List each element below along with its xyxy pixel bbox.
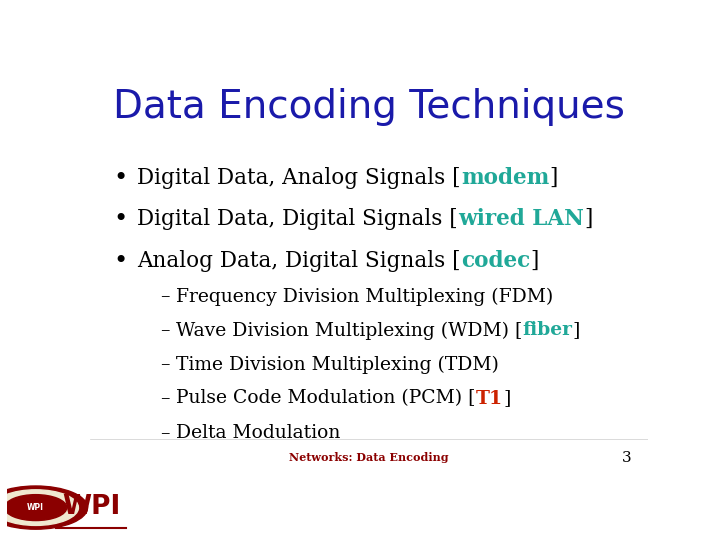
Text: modem: modem [461,167,549,188]
Text: –: – [161,355,170,374]
Text: Digital Data, Analog Signals [: Digital Data, Analog Signals [ [138,167,461,188]
Text: Pulse Code Modulation (PCM) [: Pulse Code Modulation (PCM) [ [176,389,476,408]
Text: –: – [161,321,170,339]
Text: ]: ] [584,208,593,230]
Text: –: – [161,389,170,408]
Text: WPI: WPI [27,503,44,512]
Text: ]: ] [503,389,510,408]
Text: fiber: fiber [523,321,573,339]
Text: •: • [114,208,128,231]
Circle shape [4,495,67,521]
Text: codec: codec [461,250,530,272]
Circle shape [0,490,78,525]
Text: T1: T1 [476,389,503,408]
Text: –: – [161,424,170,442]
Text: ]: ] [530,250,539,272]
Text: Wave Division Multiplexing (WDM) [: Wave Division Multiplexing (WDM) [ [176,321,523,340]
Text: Networks: Data Encoding: Networks: Data Encoding [289,452,449,463]
Text: Digital Data, Digital Signals [: Digital Data, Digital Signals [ [138,208,458,230]
Text: wired LAN: wired LAN [458,208,584,230]
Text: –: – [161,287,170,305]
Text: Time Division Multiplexing (TDM): Time Division Multiplexing (TDM) [176,355,500,374]
Text: 3: 3 [621,451,631,465]
Circle shape [0,486,88,529]
Text: Delta Modulation: Delta Modulation [176,424,341,442]
Text: Data Encoding Techniques: Data Encoding Techniques [113,87,625,126]
Text: Frequency Division Multiplexing (FDM): Frequency Division Multiplexing (FDM) [176,287,554,306]
Text: Analog Data, Digital Signals [: Analog Data, Digital Signals [ [138,250,461,272]
Text: ]: ] [549,167,557,188]
Text: ]: ] [573,321,580,339]
Text: •: • [114,250,128,273]
Text: •: • [114,167,128,190]
Text: WPI: WPI [63,494,120,519]
